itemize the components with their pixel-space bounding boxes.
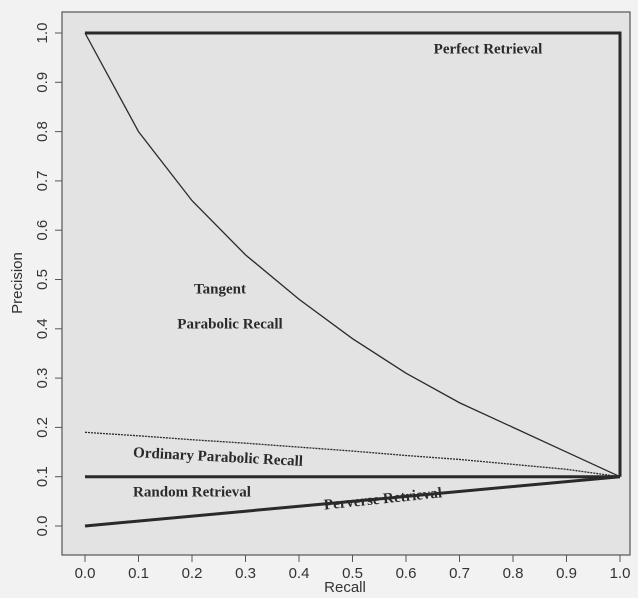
series-line xyxy=(84,431,621,478)
y-tick-label: 0.7 xyxy=(34,170,51,191)
series-line xyxy=(84,475,621,528)
y-tick-label: 0.6 xyxy=(34,220,51,241)
y-tick-label: 0.1 xyxy=(34,466,51,487)
y-tick-label: 1.0 xyxy=(34,23,51,44)
x-tick-label: 0.5 xyxy=(342,565,363,582)
x-tick-label: 1.0 xyxy=(610,565,631,582)
y-tick-label: 0.0 xyxy=(34,516,51,537)
series-line xyxy=(85,31,622,477)
x-tick-label: 0.9 xyxy=(556,565,577,582)
x-tick-label: 0.4 xyxy=(289,565,310,582)
x-tick-label: 0.0 xyxy=(75,565,96,582)
x-tick-label: 0.1 xyxy=(128,565,149,582)
x-tick-label: 0.2 xyxy=(182,565,203,582)
y-axis-label: Precision xyxy=(9,252,26,314)
plot-area xyxy=(61,11,631,556)
x-tick-label: 0.3 xyxy=(235,565,256,582)
y-tick-label: 0.9 xyxy=(34,72,51,93)
annotation: Perfect Retrieval xyxy=(434,41,543,57)
x-tick-label: 0.6 xyxy=(396,565,417,582)
y-tick-label: 0.4 xyxy=(34,318,51,339)
series-line xyxy=(84,32,621,478)
annotation: Random Retrieval xyxy=(133,484,251,500)
y-tick-label: 0.5 xyxy=(34,269,51,290)
x-axis-label: Recall xyxy=(324,579,366,596)
annotation: Tangent xyxy=(194,281,246,297)
y-tick-label: 0.8 xyxy=(34,121,51,142)
x-tick-label: 0.8 xyxy=(503,565,524,582)
annotation: Parabolic Recall xyxy=(177,316,282,332)
y-tick-label: 0.2 xyxy=(34,417,51,438)
y-tick-label: 0.3 xyxy=(34,368,51,389)
x-tick-label: 0.7 xyxy=(449,565,470,582)
